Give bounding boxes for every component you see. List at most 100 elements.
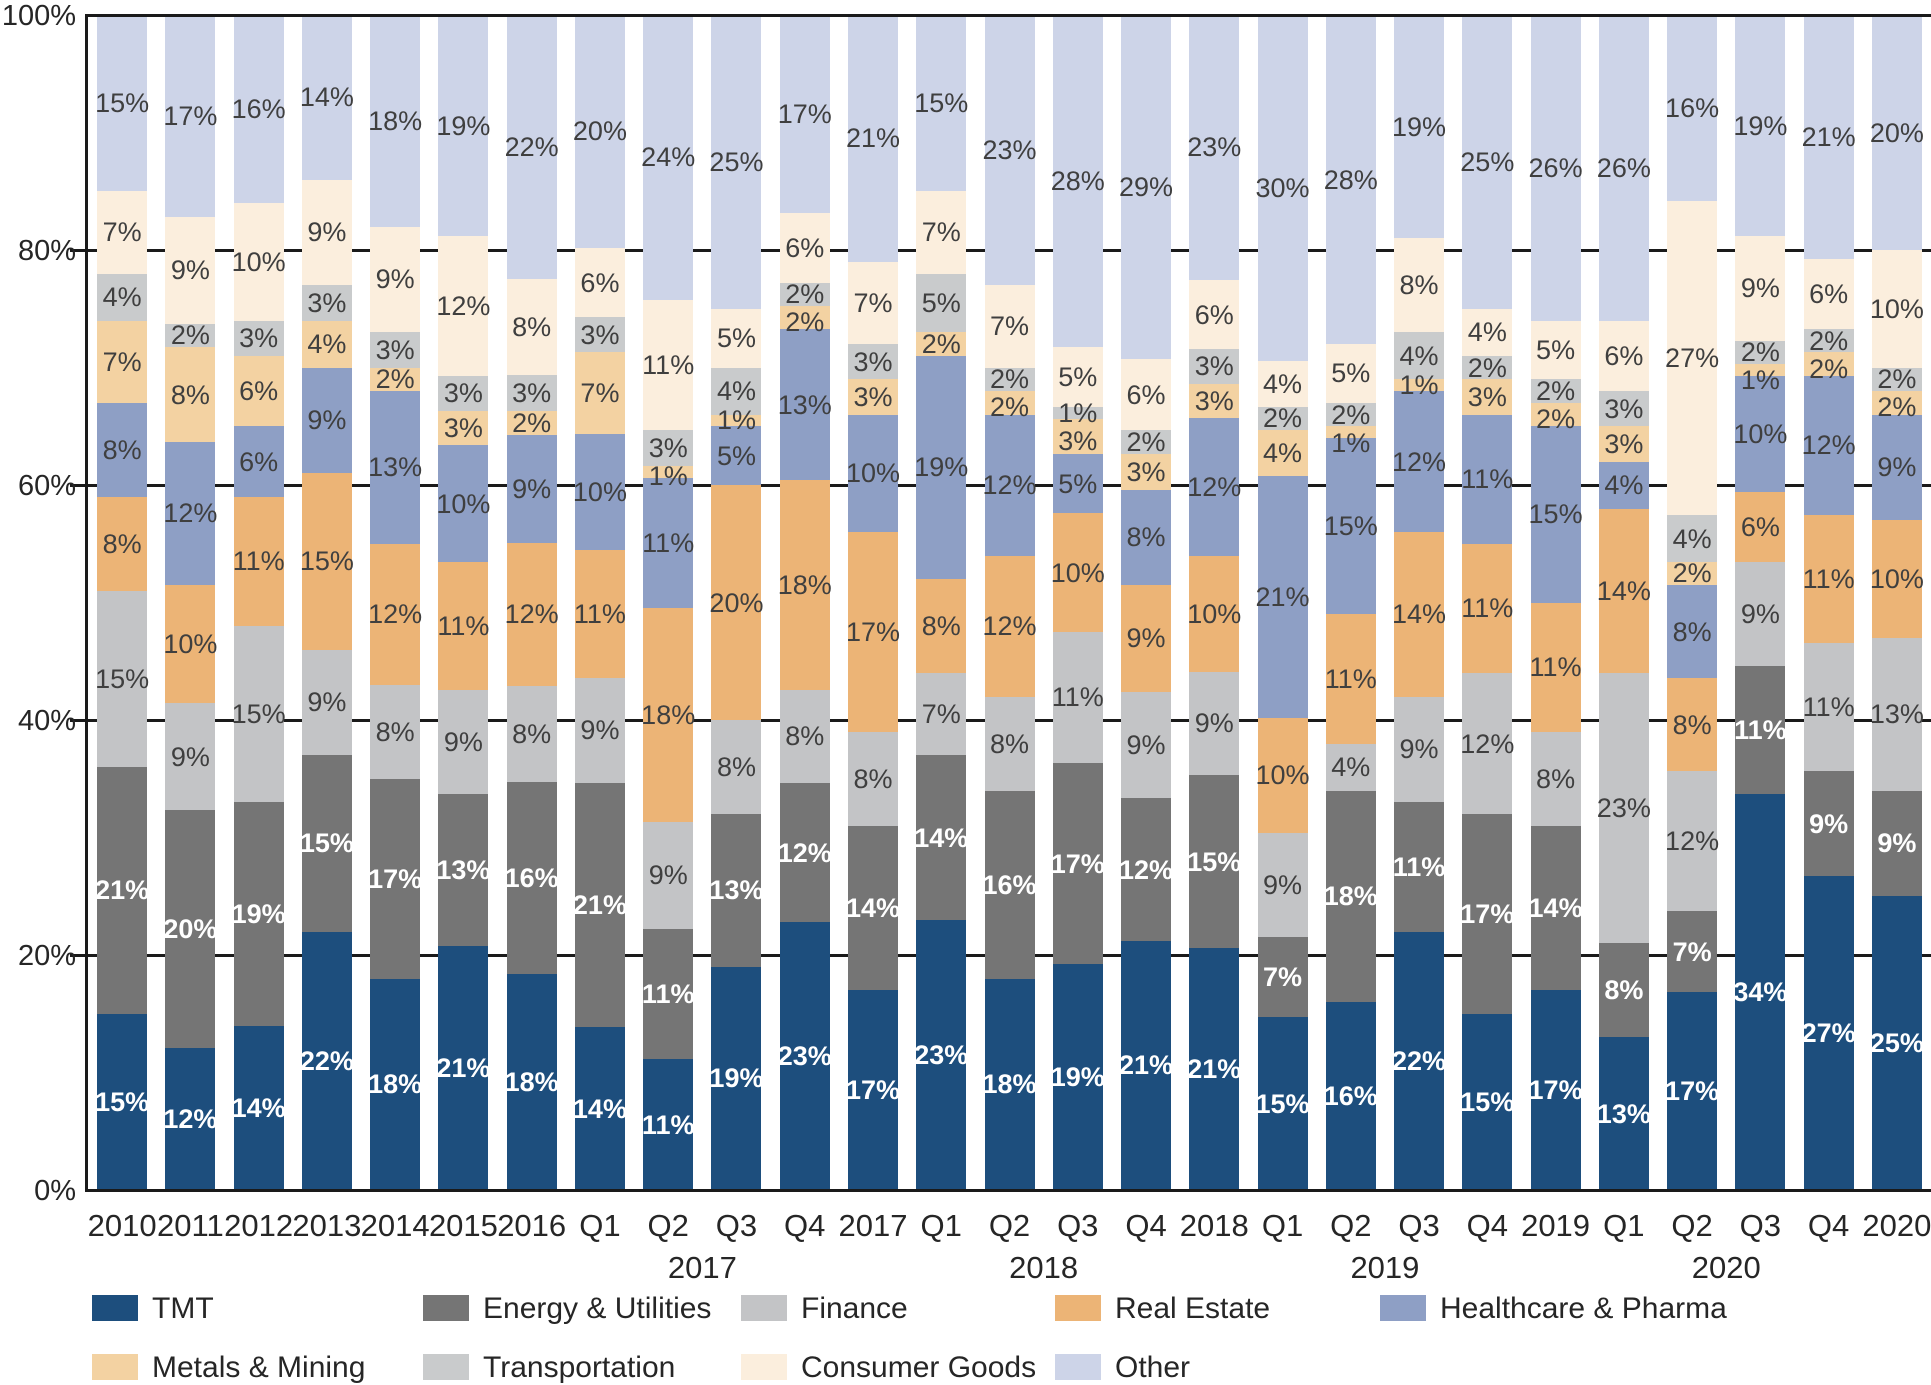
x-axis-label-Q1: Q1 (1603, 1208, 1645, 1243)
legend-label: Healthcare & Pharma (1440, 1292, 1727, 1325)
bar-segment (1462, 814, 1513, 1014)
bar-segment (574, 352, 625, 434)
bar-segment (233, 802, 284, 1026)
bar-segment (643, 430, 694, 466)
bar-segment (165, 323, 216, 348)
bar-segment (165, 703, 216, 811)
bar-segment (643, 608, 694, 823)
bar-segment (165, 15, 216, 217)
bar-segment (370, 978, 421, 1190)
bar-segment (1871, 250, 1922, 368)
bar-segment (1735, 15, 1786, 237)
bar-segment (1189, 671, 1240, 776)
bar-segment (779, 329, 830, 481)
x-axis-label-2011: 2011 (157, 1208, 224, 1243)
bar-segment (1530, 402, 1581, 427)
x-axis-label-Q1: Q1 (1261, 1208, 1304, 1243)
bar-segment (1803, 375, 1854, 516)
x-axis-label-2014: 2014 (360, 1208, 430, 1243)
bar-segment (1667, 678, 1718, 772)
bar-segment (506, 434, 557, 543)
bar-segment (1394, 931, 1445, 1190)
bar-segment (1257, 475, 1308, 718)
bar-segment (779, 480, 830, 690)
bar-segment (1462, 673, 1513, 814)
bar-segment (1121, 798, 1172, 941)
bar-segment (301, 285, 352, 321)
x-axis-label-2019: 2019 (1521, 1208, 1591, 1243)
bar-segment (1462, 379, 1513, 415)
bar-segment (711, 426, 762, 485)
x-axis-group-label-2020: 2020 (1691, 1250, 1761, 1285)
x-axis-group-label-2018: 2018 (1009, 1250, 1079, 1285)
y-tick-label: 20% (17, 940, 76, 972)
bar-segment (847, 344, 898, 380)
legend-swatch (1055, 1354, 1101, 1380)
bar-segment (301, 179, 352, 286)
bar-segment (1598, 426, 1649, 462)
bar-segment (574, 15, 625, 248)
bar-segment (506, 374, 557, 411)
bar-segment (847, 532, 898, 732)
bar-segment (1803, 259, 1854, 330)
x-axis-label-2020: 2020 (1862, 1208, 1931, 1243)
bar-segment (779, 689, 830, 783)
bar-segment (506, 410, 557, 435)
bar-segment (506, 686, 557, 783)
y-tick-label: 100% (1, 0, 76, 32)
x-axis-label-2010: 2010 (87, 1208, 157, 1243)
bar-segment (1667, 515, 1718, 562)
bar-segment (438, 445, 489, 562)
bar-segment (301, 367, 352, 474)
x-axis-label-Q4: Q4 (784, 1208, 826, 1243)
bar-segment (438, 410, 489, 446)
bar-segment (1394, 238, 1445, 333)
bar-segment (711, 367, 762, 415)
bar-segment (643, 928, 694, 1060)
bar-segment (1121, 454, 1172, 490)
bar-segment (1803, 771, 1854, 876)
bar-segment (643, 466, 694, 478)
bar-segment (574, 782, 625, 1028)
bar-segment (916, 191, 967, 274)
bar-segment (1189, 349, 1240, 384)
x-axis-label-Q3: Q3 (1398, 1208, 1440, 1243)
x-axis-label-Q4: Q4 (1466, 1208, 1508, 1243)
x-axis-label-Q1: Q1 (579, 1208, 621, 1243)
bar-segment (574, 550, 625, 679)
bar-segment (1735, 236, 1786, 341)
bar-segment (1394, 696, 1445, 803)
x-axis-label-Q4: Q4 (1125, 1208, 1167, 1243)
bar-segment (233, 15, 284, 203)
bar-segment (165, 347, 216, 443)
bar-segment (97, 191, 148, 274)
bar-segment (916, 673, 967, 756)
bar-segment (233, 355, 284, 427)
bar-segment (779, 15, 830, 213)
bar-segment (233, 626, 284, 803)
bar-segment (1325, 15, 1376, 344)
bar-segment (1189, 279, 1240, 350)
bar-segment (97, 767, 148, 1014)
bar-segment (1462, 543, 1513, 673)
legend-swatch (423, 1354, 469, 1380)
bar-segment (1530, 15, 1581, 321)
bar-segment (1052, 513, 1103, 633)
bar-segment (1052, 347, 1103, 407)
bar-segment (1530, 825, 1581, 991)
bar-segment (1052, 762, 1103, 965)
bar-segment (1394, 391, 1445, 532)
bar-segment (984, 696, 1035, 791)
bar-segment (1530, 731, 1581, 826)
bar-segment (301, 931, 352, 1190)
bar-segment (711, 814, 762, 967)
bar-segment (1462, 15, 1513, 309)
bar-segment (233, 1025, 284, 1190)
bar-segment (984, 367, 1035, 391)
bar-segment (1735, 364, 1786, 376)
bar-segment (1189, 15, 1240, 280)
bar-segment (1257, 936, 1308, 1018)
bar-segment (506, 974, 557, 1190)
x-axis-line (85, 1188, 1931, 1192)
